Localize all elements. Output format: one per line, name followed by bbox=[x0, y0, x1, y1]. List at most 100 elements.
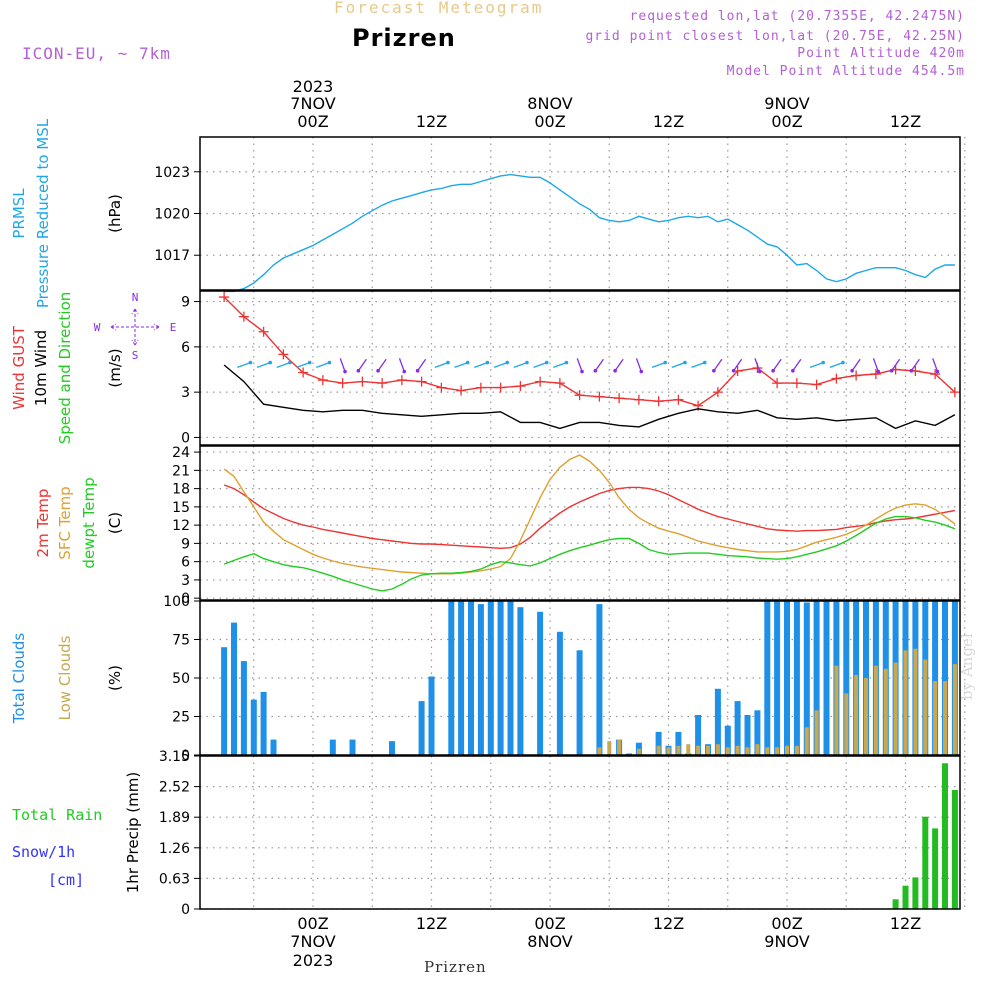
compass-rose-icon bbox=[110, 308, 160, 346]
pressure-frame bbox=[199, 136, 961, 291]
gust-point-marker bbox=[416, 376, 427, 387]
y-tick-label: 1020 bbox=[154, 207, 190, 223]
low-cloud-bar bbox=[794, 745, 799, 755]
wind-direction-arrow bbox=[316, 361, 330, 368]
y-tick-label: 24 bbox=[172, 445, 190, 461]
wind-axis-title: Speed and Direction bbox=[56, 292, 74, 445]
gust-point-marker bbox=[278, 349, 289, 360]
low-cloud-bar bbox=[923, 659, 928, 755]
low-cloud-bar bbox=[834, 665, 839, 755]
wind-direction-arrow bbox=[256, 361, 271, 368]
precip-unit-label: 1hr Precip (mm) bbox=[124, 772, 142, 893]
y-tick-label: 2.52 bbox=[159, 780, 190, 796]
precip-bar bbox=[922, 816, 929, 909]
low-cloud-bar bbox=[725, 747, 730, 755]
clouds-frame bbox=[199, 600, 961, 756]
low-cloud-bar bbox=[666, 747, 671, 755]
precip-legend-label: Total Rain bbox=[12, 806, 102, 824]
y-tick-label: 3 bbox=[181, 573, 190, 589]
gust-point-marker bbox=[456, 385, 467, 396]
time-label-top: 00Z bbox=[534, 112, 565, 131]
wind-direction-arrow bbox=[851, 358, 861, 372]
wind-arrow-head bbox=[663, 360, 668, 365]
wind-direction-arrow bbox=[691, 361, 705, 368]
wind-axis-title: 10m Wind bbox=[32, 330, 50, 406]
footer-station-label: Prizren bbox=[424, 958, 487, 976]
wind-arrow-head bbox=[683, 360, 687, 365]
total-cloud-bar bbox=[655, 731, 662, 755]
total-cloud-bar bbox=[724, 725, 731, 755]
precip-panel: 0 0.63 1.26 1.89 2.52 3.15 Total Rain Snow/1h [c… bbox=[12, 749, 966, 918]
gust-point-marker bbox=[436, 382, 447, 393]
precip-legend-label: [cm] bbox=[48, 871, 84, 889]
total-cloud-bar bbox=[329, 739, 336, 755]
low-cloud-bar bbox=[903, 650, 908, 755]
wind-direction-arrow bbox=[377, 358, 387, 372]
low-cloud-bar bbox=[854, 674, 859, 755]
total-cloud-bar bbox=[231, 622, 237, 755]
precip-bar bbox=[932, 828, 939, 909]
low-cloud-bar bbox=[735, 745, 740, 755]
wind-arrow-head bbox=[791, 368, 795, 373]
wind-arrow-head bbox=[580, 369, 584, 374]
precip-bar bbox=[942, 763, 948, 909]
time-label-top: 2023 bbox=[293, 77, 334, 96]
total-cloud-bar bbox=[448, 601, 455, 755]
y-tick-label: 75 bbox=[172, 633, 190, 649]
total-cloud-bar bbox=[240, 661, 247, 755]
gust-point-marker bbox=[238, 311, 249, 322]
low-cloud-bar bbox=[686, 744, 691, 755]
wind-direction-arrow bbox=[474, 361, 488, 368]
total-cloud-bar bbox=[744, 715, 751, 755]
point-altitude-label: Point Altitude 420m bbox=[797, 46, 965, 61]
wind-arrow-head bbox=[505, 360, 510, 365]
wind-direction-arrow bbox=[614, 358, 624, 372]
wind-direction-arrow bbox=[513, 361, 528, 368]
total-cloud-bar bbox=[734, 701, 741, 755]
time-label-top: 8NOV bbox=[527, 94, 572, 113]
gust-point-marker bbox=[870, 369, 881, 380]
total-cloud-bar bbox=[250, 699, 257, 755]
total-cloud-bar bbox=[754, 710, 761, 755]
wind-arrow-head bbox=[248, 360, 253, 365]
low-cloud-bar bbox=[765, 747, 770, 755]
total-cloud-bar bbox=[428, 676, 435, 755]
total-cloud-bar bbox=[932, 601, 939, 755]
watermark-text: by Angel bbox=[958, 633, 976, 700]
gust-point-marker bbox=[258, 326, 269, 337]
time-label-bottom: 8NOV bbox=[527, 932, 572, 951]
clouds-unit-label: (%) bbox=[106, 665, 124, 691]
wind-arrow-head bbox=[485, 360, 490, 365]
time-label-top: 7NOV bbox=[290, 94, 335, 113]
low-cloud-bar bbox=[706, 745, 710, 755]
gust-point-marker bbox=[831, 373, 842, 384]
total-cloud-bar bbox=[477, 604, 484, 755]
wind-direction-arrow bbox=[339, 358, 346, 372]
wind-direction-arrow bbox=[792, 358, 802, 372]
wind-direction-arrow bbox=[809, 361, 824, 368]
wind-axis-title: Wind GUST bbox=[10, 325, 28, 410]
low-cloud-bar bbox=[804, 727, 809, 755]
y-tick-label: 15 bbox=[172, 500, 190, 516]
station-title: Prizren bbox=[352, 24, 456, 52]
gust-point-marker bbox=[614, 393, 625, 404]
wind-direction-arrow bbox=[829, 361, 844, 368]
total-cloud-bar bbox=[389, 741, 395, 755]
gust-point-marker bbox=[712, 387, 723, 398]
wind-arrow-head bbox=[909, 368, 914, 373]
wind-arrow-head bbox=[544, 360, 549, 365]
compass-west-label: W bbox=[94, 321, 101, 334]
y-tick-label: 1023 bbox=[154, 165, 190, 181]
y-tick-label: 0.63 bbox=[159, 871, 190, 887]
chart-subtitle: Forecast Meteogram bbox=[334, 0, 544, 17]
y-tick-label: 12 bbox=[172, 518, 190, 534]
low-cloud-bar bbox=[755, 744, 760, 755]
gust-point-marker bbox=[535, 376, 546, 387]
wind-unit-label: (m/s) bbox=[106, 348, 124, 387]
total-cloud-bar bbox=[675, 731, 682, 755]
wind-direction-arrow bbox=[772, 358, 782, 372]
wind-arrow-head bbox=[841, 360, 845, 365]
wind-direction-arrow bbox=[671, 361, 686, 368]
wind-arrow-head bbox=[821, 360, 826, 365]
low-cloud-bar bbox=[952, 664, 957, 755]
